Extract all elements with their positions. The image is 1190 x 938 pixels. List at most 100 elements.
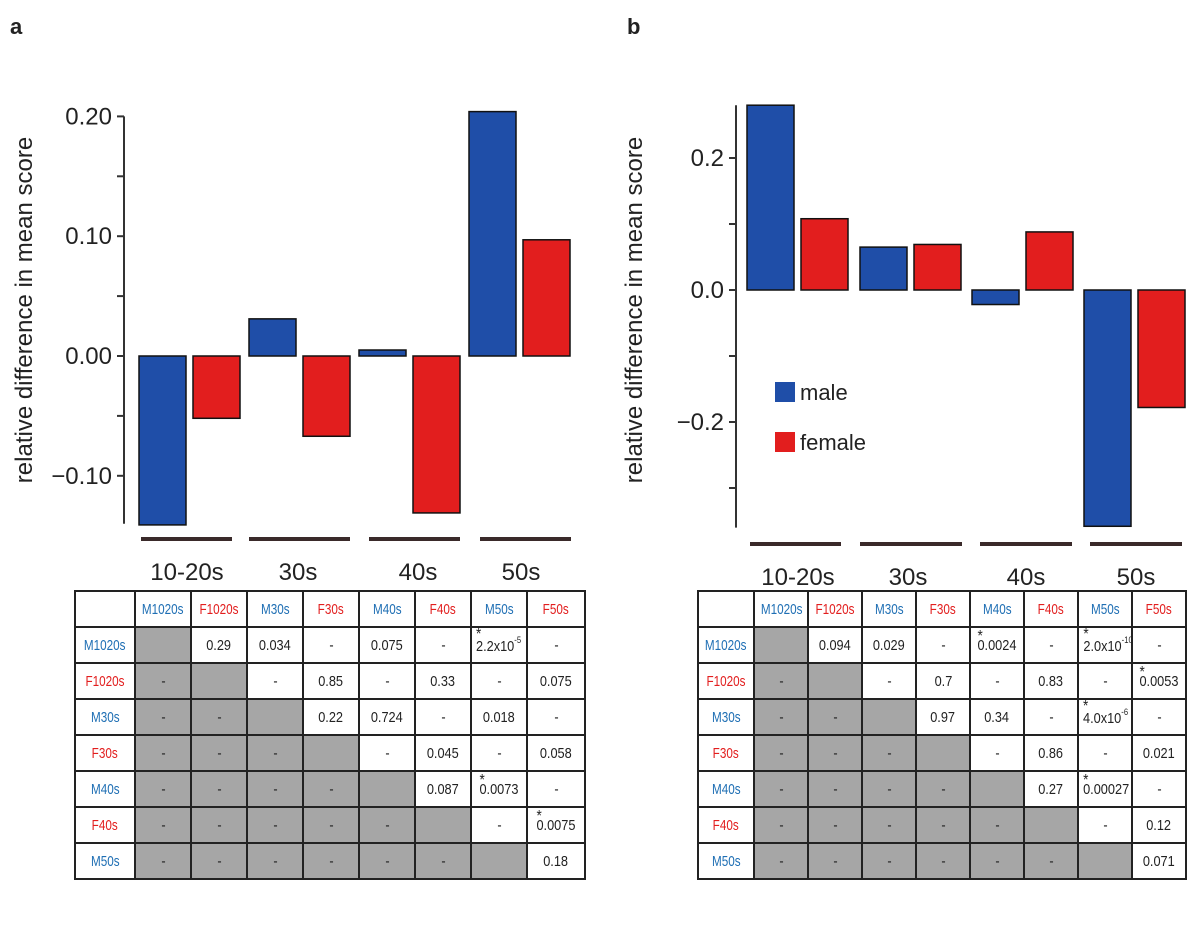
row-header: F40s <box>75 807 135 843</box>
gray-cell: - <box>970 843 1024 879</box>
column-header: M40s <box>359 591 415 627</box>
pvalue-cell: 0.094 <box>808 627 862 663</box>
significance-star: * <box>1083 699 1088 715</box>
y-tick-label: 0.10 <box>65 223 112 250</box>
pvalue-cell: 0.18 <box>527 843 585 879</box>
table-row: M30s - -0.22 0.724-0.018- <box>75 699 585 735</box>
table-row: F40s - - - - - -0.12 <box>698 807 1186 843</box>
gray-cell: - <box>808 735 862 771</box>
column-header: F40s <box>1024 591 1078 627</box>
pvalue-cell: - <box>1078 663 1132 699</box>
pvalue-cell: - <box>970 735 1024 771</box>
pvalue-cell: - <box>527 771 585 807</box>
category-label: 30s <box>889 564 928 590</box>
column-header: M30s <box>247 591 303 627</box>
bar-male-50s <box>469 112 516 356</box>
significance-star: * <box>476 627 481 643</box>
pvalue-cell: 0.86 <box>1024 735 1078 771</box>
y-tick-label: 0.0 <box>691 277 724 304</box>
gray-cell: - <box>1024 843 1078 879</box>
table-row: M30s - -0.97 0.34- * 4.0x10-6- <box>698 699 1186 735</box>
pvalue-cell: 0.018 <box>471 699 527 735</box>
row-header: M30s <box>75 699 135 735</box>
pvalue-cell: 0.058 <box>527 735 585 771</box>
pvalue-cell: - <box>247 663 303 699</box>
gray-cell: - <box>135 807 191 843</box>
bar-female-40s <box>1026 232 1073 290</box>
significance-star: * <box>1083 627 1088 643</box>
gray-cell: - <box>808 699 862 735</box>
legend-label-male: male <box>800 380 848 405</box>
gray-cell: - <box>415 843 471 879</box>
category-label: 10-20s <box>150 559 223 586</box>
y-axis-label: relative difference in mean score <box>621 137 648 483</box>
category-label: 40s <box>1007 564 1046 590</box>
gray-cell: - <box>191 735 247 771</box>
pvalue-table-b: M1020s F1020s M30s F30s M40s F40s M50s F50s M102… <box>697 590 1187 880</box>
pvalue-cell: - <box>1024 699 1078 735</box>
pvalue-cell: - <box>970 663 1024 699</box>
pvalue-cell: - <box>1132 627 1186 663</box>
row-header: F40s <box>698 807 754 843</box>
gray-cell: - <box>754 771 808 807</box>
column-header: M1020s <box>135 591 191 627</box>
gray-cell <box>247 699 303 735</box>
bar-male-10-20s <box>747 105 794 290</box>
pvalue-cell: * 0.0024 <box>970 627 1024 663</box>
bar-male-30s <box>860 247 907 290</box>
table-row: M40s - - - -0.087 * 0.0073- <box>75 771 585 807</box>
bar-female-30s <box>303 356 350 436</box>
pvalue-cell: - <box>527 627 585 663</box>
pvalue-cell: 0.83 <box>1024 663 1078 699</box>
gray-cell: - <box>247 843 303 879</box>
pvalue-cell: - <box>471 735 527 771</box>
gray-cell: - <box>862 735 916 771</box>
gray-cell: - <box>808 807 862 843</box>
table-corner-cell <box>698 591 754 627</box>
pvalue-cell: 0.27 <box>1024 771 1078 807</box>
gray-cell <box>808 663 862 699</box>
pvalue-cell: 0.33 <box>415 663 471 699</box>
bar-male-40s <box>972 290 1019 305</box>
gray-cell: - <box>135 663 191 699</box>
bar-male-40s <box>359 350 406 356</box>
chart-b: 0.2 0.0 −0.2 relative difference in mean sc… <box>590 0 1190 590</box>
significance-star: * <box>536 809 541 825</box>
row-header: M50s <box>698 843 754 879</box>
gray-cell: - <box>970 807 1024 843</box>
pvalue-cell: - <box>1078 735 1132 771</box>
table-row: F30s - - - -0.86-0.021 <box>698 735 1186 771</box>
y-tick-label: 0.20 <box>65 103 112 130</box>
gray-cell: - <box>808 771 862 807</box>
pvalue-cell: - <box>415 699 471 735</box>
table-corner-cell <box>75 591 135 627</box>
row-header: F30s <box>698 735 754 771</box>
pvalue-cell: * 4.0x10-6 <box>1078 699 1132 735</box>
gray-cell <box>916 735 970 771</box>
category-label: 50s <box>502 559 541 586</box>
column-header: F1020s <box>808 591 862 627</box>
gray-cell: - <box>754 663 808 699</box>
gray-cell <box>415 807 471 843</box>
pvalue-cell: 0.034 <box>247 627 303 663</box>
row-header: M1020s <box>698 627 754 663</box>
row-header: M1020s <box>75 627 135 663</box>
gray-cell: - <box>754 807 808 843</box>
pvalue-cell: * 0.00027 <box>1078 771 1132 807</box>
pvalue-cell: - <box>527 699 585 735</box>
column-header: M50s <box>1078 591 1132 627</box>
bar-male-50s <box>1084 290 1131 526</box>
pvalue-cell: 0.021 <box>1132 735 1186 771</box>
pvalue-cell: 0.12 <box>1132 807 1186 843</box>
table-row: M50s - - - - - -0.18 <box>75 843 585 879</box>
pvalue-cell: 0.029 <box>862 627 916 663</box>
gray-cell <box>970 771 1024 807</box>
pvalue-cell: 0.85 <box>303 663 359 699</box>
legend-label-female: female <box>800 430 866 455</box>
significance-star: * <box>1083 773 1088 789</box>
pvalue-cell: - <box>1132 699 1186 735</box>
pvalue-cell: - <box>1078 807 1132 843</box>
pvalue-cell: 0.071 <box>1132 843 1186 879</box>
bar-female-50s <box>1138 290 1185 407</box>
gray-cell: - <box>754 735 808 771</box>
